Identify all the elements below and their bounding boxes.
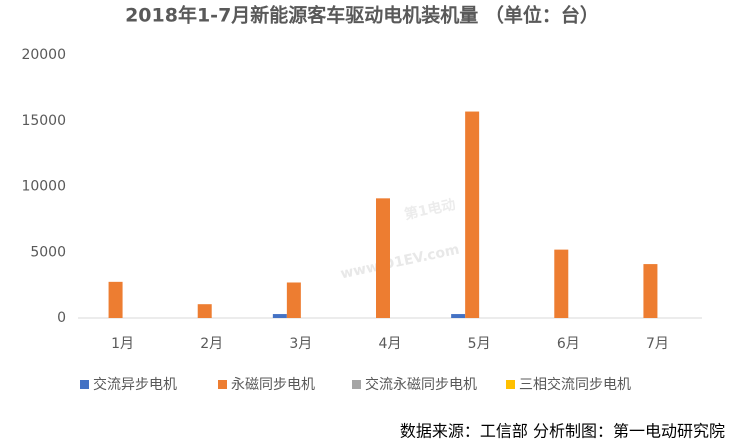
x-tick-label: 4月 [379,336,402,352]
bar [643,264,658,318]
y-tick-label: 10000 [21,179,66,195]
legend-label: 三相交流同步电机 [519,376,631,393]
bar [451,314,466,318]
bar [554,249,569,318]
watermark-logo: 第1电动 [403,196,457,223]
legend-swatch [352,380,361,389]
legend-label: 交流永磁同步电机 [365,376,477,393]
x-tick-label: 5月 [468,336,491,352]
source-note: 数据来源：工信部 分析制图：第一电动研究院 [400,422,725,441]
legend-swatch [506,380,515,389]
bar [376,198,390,318]
y-tick-label: 5000 [30,244,66,260]
x-tick-label: 7月 [646,336,669,352]
x-tick-label: 1月 [111,336,134,352]
chart-title: 2018年1-7月新能源客车驱动电机装机量 （单位：台） [125,4,599,27]
x-tick-label: 6月 [557,336,580,352]
bar [465,111,480,318]
bar [286,282,301,318]
bar [272,314,287,318]
legend-swatch [218,380,227,389]
x-tick-label: 2月 [200,336,223,352]
bar [197,304,212,318]
y-tick-label: 20000 [21,47,66,63]
legend-label: 永磁同步电机 [231,377,315,393]
bar [108,281,123,318]
y-tick-label: 15000 [21,113,66,129]
watermark-url: www.D1EV.com [339,242,461,283]
legend-swatch [80,380,89,389]
legend-label: 交流异步电机 [93,376,177,393]
x-tick-label: 3月 [289,336,312,352]
y-tick-label: 0 [57,310,66,326]
